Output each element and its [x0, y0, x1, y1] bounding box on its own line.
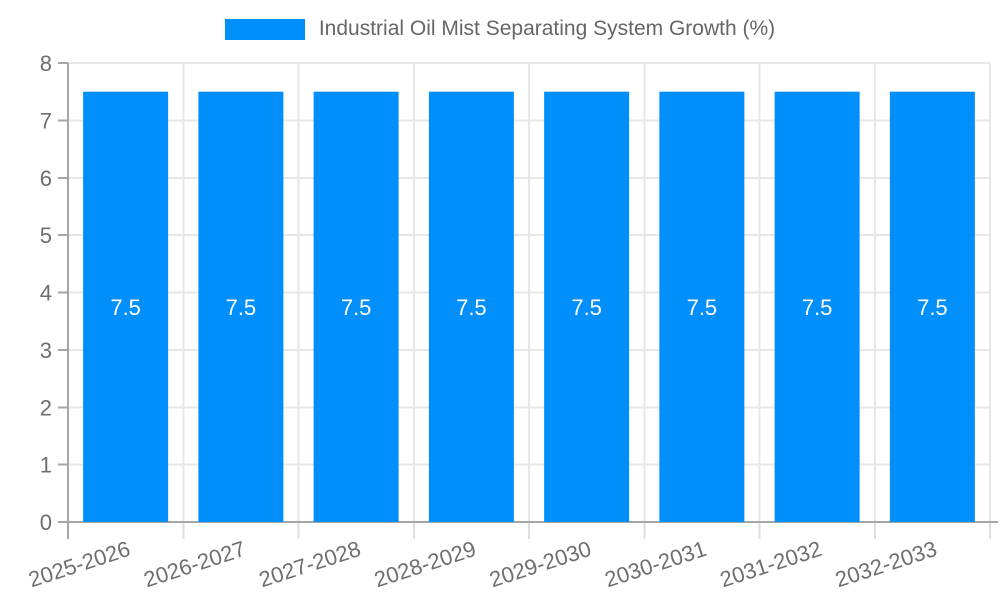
- legend-swatch[interactable]: [224, 18, 305, 40]
- x-tick-label: 2029-2030: [486, 536, 594, 592]
- y-tick-label: 6: [40, 166, 52, 191]
- x-tick-label: 2032-2033: [832, 536, 940, 592]
- bar-value-label: 7.5: [110, 295, 141, 320]
- y-tick-label: 2: [40, 395, 52, 420]
- y-tick-label: 7: [40, 108, 52, 133]
- x-tick-label: 2031-2032: [717, 536, 825, 592]
- y-tick-label: 4: [40, 281, 52, 306]
- bar-value-label: 7.5: [456, 295, 487, 320]
- bar[interactable]: [83, 91, 169, 522]
- bar-value-label: 7.5: [917, 295, 948, 320]
- bar-value-label: 7.5: [687, 295, 718, 320]
- y-tick-label: 0: [40, 510, 52, 535]
- bar[interactable]: [544, 91, 630, 522]
- y-tick-label: 3: [40, 338, 52, 363]
- x-tick-label: 2026-2027: [141, 536, 249, 592]
- bar[interactable]: [198, 91, 284, 522]
- x-tick-label: 2030-2031: [602, 536, 710, 592]
- y-tick-label: 5: [40, 223, 52, 248]
- x-tick-label: 2027-2028: [256, 536, 364, 592]
- bar[interactable]: [428, 91, 514, 522]
- bar[interactable]: [774, 91, 860, 522]
- bar[interactable]: [889, 91, 975, 522]
- y-tick-label: 8: [40, 51, 52, 76]
- bar-value-label: 7.5: [226, 295, 257, 320]
- y-tick-label: 1: [40, 453, 52, 478]
- x-tick-label: 2028-2029: [371, 536, 479, 592]
- bar-value-label: 7.5: [341, 295, 372, 320]
- bar[interactable]: [313, 91, 399, 522]
- bar-value-label: 7.5: [571, 295, 602, 320]
- legend-label[interactable]: Industrial Oil Mist Separating System Gr…: [318, 17, 776, 40]
- legend: Industrial Oil Mist Separating System Gr…: [0, 17, 1000, 41]
- bar-value-label: 7.5: [802, 295, 833, 320]
- bar[interactable]: [659, 91, 745, 522]
- x-tick-label: 2025-2026: [25, 536, 133, 592]
